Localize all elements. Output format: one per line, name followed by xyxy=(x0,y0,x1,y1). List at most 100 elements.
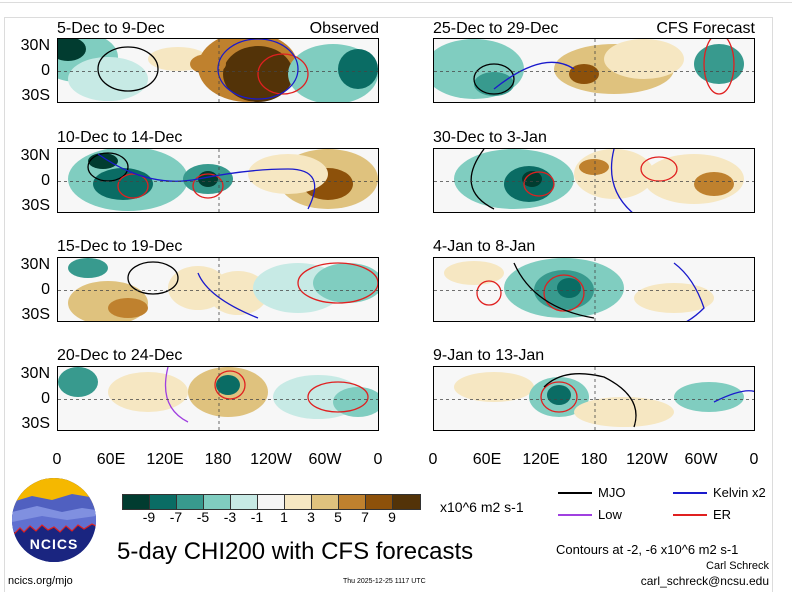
lat-label: 30N xyxy=(20,365,50,382)
er-legend-line xyxy=(673,514,707,516)
er-contour xyxy=(543,274,585,312)
colorbar-swatch xyxy=(177,495,204,509)
anomaly-shading xyxy=(248,154,328,194)
panel-title: 15-Dec to 19-Dec xyxy=(57,238,183,255)
anomaly-shading xyxy=(93,168,153,200)
map xyxy=(433,38,755,103)
er-contour xyxy=(476,280,502,306)
anomaly-shading xyxy=(569,64,599,84)
top-divider xyxy=(0,2,792,3)
colorbar-swatch xyxy=(123,495,150,509)
colorbar-swatch xyxy=(258,495,285,509)
lon-label: 120E xyxy=(146,451,184,468)
anomaly-shading xyxy=(313,263,378,303)
colorbar-tick-label: 5 xyxy=(334,509,342,525)
forecast-label: CFS Forecast xyxy=(656,20,755,37)
colorbar-swatch xyxy=(204,495,231,509)
colorbar-tick-label: 1 xyxy=(280,509,288,525)
anomaly-shading xyxy=(674,382,744,412)
lon-label: 0 xyxy=(749,451,759,468)
figure-title: 5-day CHI200 with CFS forecasts xyxy=(117,538,474,565)
lon-label: 120W xyxy=(250,451,292,468)
panel-title: 10-Dec to 14-Dec xyxy=(57,129,183,146)
legend-label-er: ER xyxy=(713,507,732,522)
anomaly-shading xyxy=(454,372,534,402)
kelvin-legend-line xyxy=(673,492,707,494)
colorbar-swatch xyxy=(393,495,420,509)
mjo-contour xyxy=(470,149,495,210)
lat-label: 0 xyxy=(41,390,50,407)
colorbar-units: x10^6 m2 s-1 xyxy=(440,499,524,515)
er-contour xyxy=(640,156,678,182)
colorbar-tick-label: 9 xyxy=(388,509,396,525)
lon-label: 60E xyxy=(472,451,502,468)
logo-text: NCICS xyxy=(29,536,79,552)
anomaly-shading xyxy=(574,397,674,427)
map xyxy=(57,148,379,213)
anomaly-shading xyxy=(694,44,744,84)
low-legend-line xyxy=(558,514,592,516)
mjo-contour xyxy=(127,261,179,295)
panel-title: 5-Dec to 9-Dec xyxy=(57,20,165,37)
lat-label: 30S xyxy=(21,415,50,432)
er-contour xyxy=(703,39,735,95)
colorbar-swatch xyxy=(366,495,393,509)
lat-label: 30N xyxy=(20,147,50,164)
lon-label: 180 xyxy=(580,451,608,468)
mjo-contour xyxy=(87,152,129,182)
colorbar-swatch xyxy=(339,495,366,509)
lon-label: 60W xyxy=(308,451,342,468)
panel-title: 9-Jan to 13-Jan xyxy=(433,347,545,364)
anomaly-shading xyxy=(108,372,188,412)
lon-label: 120E xyxy=(522,451,560,468)
lon-label: 60E xyxy=(96,451,126,468)
author-email[interactable]: carl_schreck@ncsu.edu xyxy=(640,574,769,588)
colorbar-swatch xyxy=(312,495,339,509)
anomaly-shading xyxy=(68,258,108,278)
anomaly-shading xyxy=(190,54,226,74)
colorbar-tick-label: -3 xyxy=(223,509,237,525)
anomaly-shading xyxy=(58,39,86,61)
colorbar-tick-label: -5 xyxy=(196,509,210,525)
mjo-contour xyxy=(473,63,515,95)
lon-label: 0 xyxy=(373,451,383,468)
map xyxy=(57,366,379,431)
lat-label: 30S xyxy=(21,87,50,104)
map xyxy=(433,366,755,431)
mjo-legend-line xyxy=(558,492,592,494)
panel-title: 25-Dec to 29-Dec xyxy=(433,20,559,37)
map-panel-4-jan xyxy=(433,257,755,322)
lat-label: 30N xyxy=(20,256,50,273)
anomaly-shading xyxy=(557,278,581,298)
logo-graphic xyxy=(12,478,96,562)
legend-label-low: Low xyxy=(598,507,622,522)
lon-label: 0 xyxy=(52,451,62,468)
kelvin-contour xyxy=(97,153,316,210)
anomaly-shading xyxy=(694,172,734,196)
colorbar-tick-label: 3 xyxy=(307,509,315,525)
observed-label: Observed xyxy=(309,20,379,37)
anomaly-shading xyxy=(547,385,571,405)
lon-label: 120W xyxy=(626,451,668,468)
colorbar-tick-label: -7 xyxy=(169,509,183,525)
lat-label: 30S xyxy=(21,306,50,323)
kelvin-contour xyxy=(217,39,299,100)
map-panel-5-dec xyxy=(57,38,379,103)
map-panel-15-dec xyxy=(57,257,379,322)
mjo-contour xyxy=(513,262,595,319)
kelvin-contour xyxy=(673,262,705,321)
map-panel-20-dec xyxy=(57,366,379,431)
colorbar-swatch xyxy=(231,495,258,509)
map xyxy=(433,148,755,213)
er-contour xyxy=(297,262,378,304)
colorbar-tick-label: 7 xyxy=(361,509,369,525)
anomaly-shading xyxy=(68,57,148,101)
anomaly-shading xyxy=(522,171,542,187)
ncics-logo: NCICS xyxy=(12,478,96,562)
er-contour xyxy=(307,381,369,413)
anomaly-shading xyxy=(474,72,514,96)
kelvin-contour xyxy=(493,61,575,90)
website-link[interactable]: ncics.org/mjo xyxy=(8,575,73,587)
anomaly-shading xyxy=(216,375,240,395)
anomaly-shading xyxy=(208,271,268,315)
